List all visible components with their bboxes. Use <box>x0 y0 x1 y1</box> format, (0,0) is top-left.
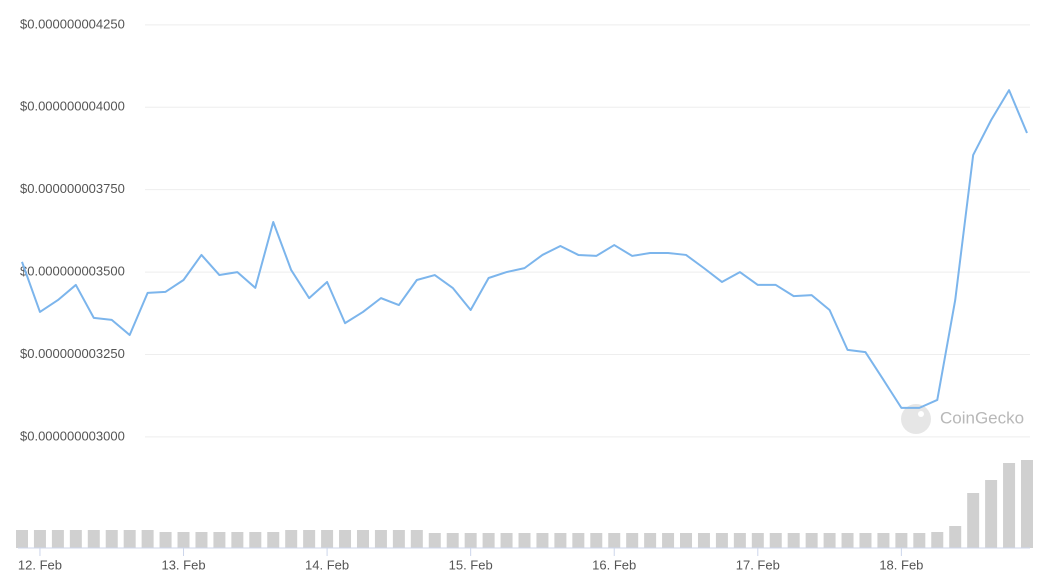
volume-bar <box>1003 463 1016 548</box>
volume-bar <box>410 530 423 548</box>
x-tick-label: 14. Feb <box>305 557 349 572</box>
volume-bar <box>1021 460 1033 548</box>
y-tick-label: $0.000000004250 <box>20 16 125 31</box>
volume-bar <box>356 530 369 548</box>
volume-bar <box>913 533 926 548</box>
volume-bar <box>823 533 836 548</box>
volume-bar <box>715 533 728 548</box>
volume-bar <box>967 493 980 548</box>
volume-bar <box>626 533 639 548</box>
x-tick-label: 18. Feb <box>879 557 923 572</box>
volume-bar <box>69 530 82 548</box>
volume-bar <box>680 533 693 548</box>
y-tick-label: $0.000000003250 <box>20 346 125 361</box>
volume-bar <box>536 533 549 548</box>
volume-bar <box>662 533 675 548</box>
volume-bar <box>339 530 352 548</box>
volume-bar <box>859 533 872 548</box>
volume-bar <box>841 533 854 548</box>
volume-bar <box>267 532 280 548</box>
volume-bar <box>787 533 800 548</box>
volume-bar <box>213 532 226 548</box>
volume-bar <box>769 533 782 548</box>
volume-bar <box>446 533 459 548</box>
volume-bar <box>482 533 495 548</box>
volume-bar <box>518 533 531 548</box>
volume-bar <box>877 533 890 548</box>
volume-bar <box>87 530 100 548</box>
x-tick-label: 17. Feb <box>736 557 780 572</box>
volume-bar <box>895 533 908 548</box>
volume-bar <box>464 533 477 548</box>
volume-bar <box>805 533 818 548</box>
volume-bar <box>608 533 621 548</box>
volume-bar <box>231 532 244 548</box>
volume-bar <box>105 530 118 548</box>
volume-bar <box>733 533 746 548</box>
watermark: CoinGecko <box>940 408 1024 427</box>
y-tick-label: $0.000000003750 <box>20 181 125 196</box>
volume-bar <box>985 480 998 548</box>
price-line <box>21 89 1028 409</box>
volume-bar <box>374 530 387 548</box>
volume-bar <box>697 533 710 548</box>
logo-eye <box>918 411 924 417</box>
volume-bar <box>554 533 567 548</box>
volume-bar <box>159 532 172 548</box>
watermark-logo <box>901 404 931 434</box>
volume-bar <box>303 530 316 548</box>
volume-bar <box>195 532 208 548</box>
volume-bar <box>949 526 962 548</box>
y-tick-label: $0.000000004000 <box>20 99 125 114</box>
volume-bar <box>500 533 513 548</box>
x-tick-label: 16. Feb <box>592 557 636 572</box>
volume-bar <box>392 530 405 548</box>
x-tick-label: 15. Feb <box>449 557 493 572</box>
volume-bar <box>321 530 334 548</box>
volume-bar <box>751 533 764 548</box>
volume-bar <box>590 533 603 548</box>
volume-bar <box>644 533 657 548</box>
volume-bar <box>123 530 136 548</box>
volume-bar <box>931 532 944 548</box>
volume-bar <box>141 530 154 548</box>
volume-bar <box>428 533 441 548</box>
volume-bar <box>177 532 190 548</box>
volume-bar <box>33 530 46 548</box>
x-tick-label: 13. Feb <box>161 557 205 572</box>
logo-circle <box>901 404 931 434</box>
y-tick-label: $0.000000003500 <box>20 264 125 279</box>
volume-bar <box>249 532 262 548</box>
volume-bar <box>16 530 28 548</box>
volume-bar <box>51 530 64 548</box>
x-tick-label: 12. Feb <box>18 557 62 572</box>
y-tick-label: $0.000000003000 <box>20 428 125 443</box>
volume-bar <box>572 533 585 548</box>
volume-bar <box>285 530 298 548</box>
